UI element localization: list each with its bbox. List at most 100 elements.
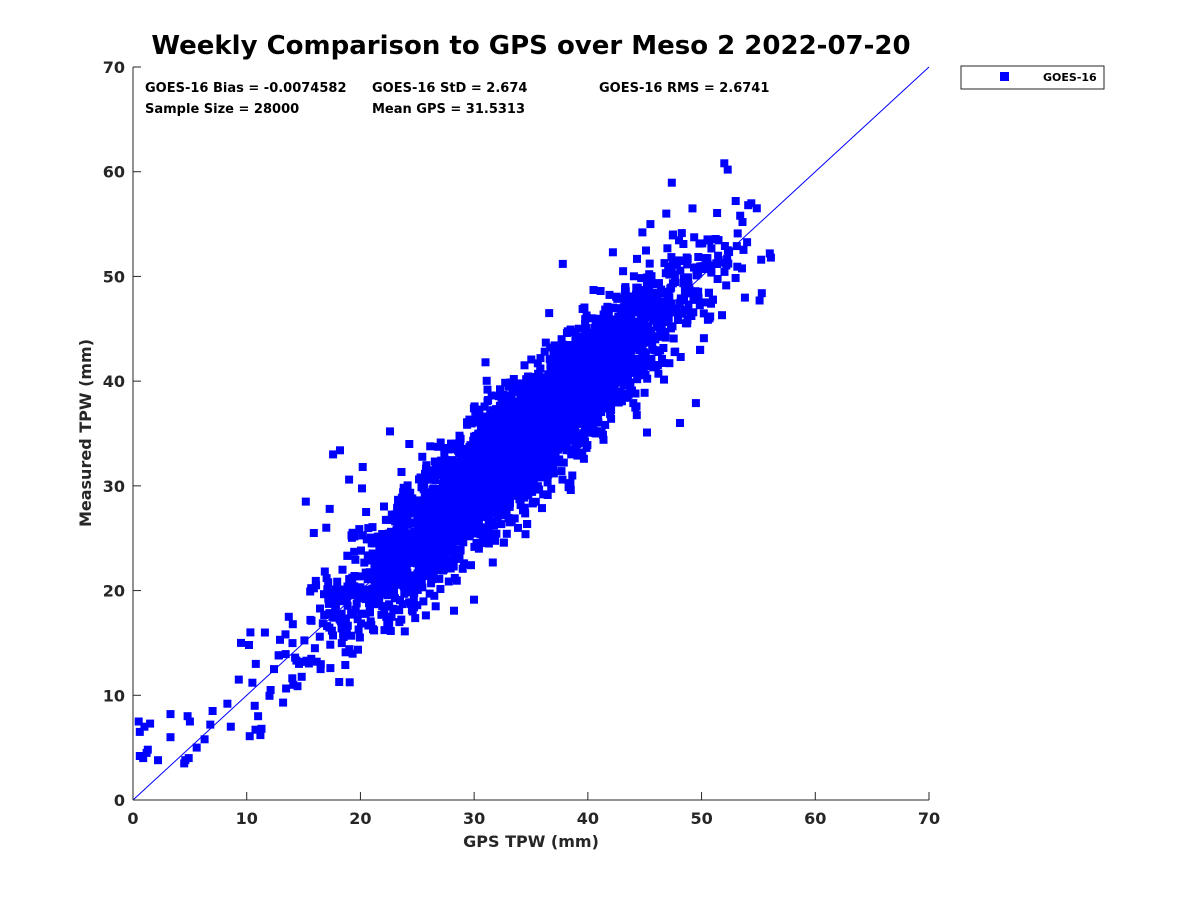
data-point bbox=[499, 499, 508, 507]
data-point bbox=[516, 396, 525, 405]
data-point bbox=[575, 367, 584, 375]
data-point bbox=[438, 495, 446, 504]
data-point bbox=[470, 402, 479, 411]
data-point bbox=[337, 609, 346, 618]
data-point bbox=[669, 258, 677, 267]
data-point bbox=[757, 255, 766, 264]
data-point bbox=[375, 595, 384, 604]
data-point bbox=[478, 470, 487, 479]
data-point bbox=[596, 287, 605, 295]
data-point bbox=[657, 329, 666, 338]
data-point bbox=[539, 463, 548, 472]
data-point bbox=[707, 261, 715, 270]
data-point bbox=[513, 473, 522, 482]
data-point bbox=[502, 529, 511, 538]
data-point bbox=[370, 600, 379, 609]
data-point bbox=[528, 472, 536, 481]
data-point bbox=[541, 429, 550, 437]
data-point bbox=[368, 523, 377, 532]
data-point bbox=[579, 454, 588, 463]
data-point bbox=[438, 503, 447, 512]
data-point bbox=[534, 473, 543, 482]
data-point bbox=[490, 412, 499, 421]
data-point bbox=[352, 599, 361, 608]
data-point bbox=[315, 632, 324, 641]
data-point bbox=[420, 512, 429, 521]
data-point bbox=[700, 298, 709, 307]
data-point bbox=[434, 548, 443, 557]
data-point bbox=[524, 375, 533, 384]
data-point bbox=[604, 326, 613, 335]
data-point bbox=[376, 564, 385, 573]
data-point bbox=[380, 502, 388, 511]
data-point bbox=[515, 402, 524, 411]
data-point bbox=[612, 370, 621, 379]
data-point bbox=[690, 233, 699, 242]
data-point bbox=[378, 572, 387, 581]
data-point bbox=[527, 355, 536, 364]
data-point bbox=[400, 534, 409, 543]
data-point bbox=[364, 524, 373, 533]
data-point bbox=[663, 244, 672, 253]
data-point bbox=[588, 314, 597, 323]
data-point bbox=[680, 306, 689, 315]
data-point bbox=[739, 245, 748, 254]
data-point bbox=[324, 578, 333, 587]
data-point bbox=[593, 348, 602, 357]
data-point bbox=[733, 262, 742, 271]
data-point bbox=[410, 558, 419, 567]
data-point bbox=[572, 445, 581, 453]
data-point bbox=[349, 610, 358, 619]
data-point bbox=[580, 303, 589, 312]
data-point bbox=[546, 465, 555, 474]
data-point bbox=[433, 555, 442, 564]
data-point bbox=[525, 486, 534, 495]
data-point bbox=[440, 456, 449, 465]
data-point bbox=[651, 299, 660, 308]
data-point bbox=[624, 373, 632, 382]
data-point bbox=[672, 304, 681, 313]
data-point bbox=[436, 471, 445, 480]
data-point bbox=[354, 625, 363, 634]
data-point bbox=[654, 369, 663, 378]
data-point bbox=[512, 491, 521, 500]
data-point bbox=[645, 259, 654, 268]
data-point bbox=[621, 283, 630, 292]
data-point bbox=[608, 315, 617, 324]
data-point bbox=[568, 471, 577, 480]
data-point bbox=[462, 504, 471, 513]
data-point bbox=[510, 397, 519, 406]
data-point bbox=[488, 406, 497, 415]
data-point bbox=[707, 244, 716, 253]
data-point bbox=[633, 254, 641, 263]
data-point bbox=[589, 421, 598, 430]
data-point bbox=[641, 370, 650, 379]
data-point bbox=[684, 300, 693, 309]
data-point bbox=[494, 505, 503, 514]
data-point bbox=[622, 358, 631, 367]
data-point bbox=[351, 555, 360, 564]
data-point bbox=[440, 549, 449, 557]
data-point bbox=[548, 414, 557, 423]
data-point bbox=[433, 566, 442, 575]
data-point bbox=[403, 481, 412, 490]
data-point bbox=[632, 411, 641, 420]
data-point bbox=[736, 211, 745, 220]
data-point bbox=[316, 660, 325, 669]
data-point bbox=[639, 357, 648, 366]
data-point bbox=[470, 511, 479, 520]
data-point bbox=[516, 501, 525, 510]
data-point bbox=[499, 470, 508, 479]
data-point bbox=[425, 529, 434, 537]
data-point bbox=[504, 382, 513, 391]
data-point bbox=[597, 427, 606, 436]
data-point bbox=[412, 518, 421, 527]
data-point bbox=[629, 339, 638, 348]
data-point bbox=[360, 558, 369, 567]
data-point bbox=[337, 639, 346, 648]
data-point bbox=[481, 511, 490, 520]
data-point bbox=[577, 399, 585, 408]
data-point bbox=[628, 297, 637, 306]
data-point bbox=[589, 395, 598, 404]
data-point bbox=[514, 448, 523, 457]
